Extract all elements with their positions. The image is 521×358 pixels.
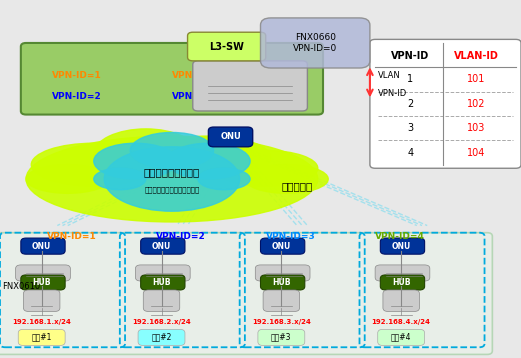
Ellipse shape bbox=[26, 136, 318, 222]
Text: フレッツ網: フレッツ網 bbox=[281, 181, 313, 191]
FancyBboxPatch shape bbox=[143, 290, 180, 311]
Text: VPN-ID=1: VPN-ID=1 bbox=[47, 232, 96, 241]
Ellipse shape bbox=[94, 129, 198, 179]
FancyBboxPatch shape bbox=[258, 329, 305, 345]
FancyBboxPatch shape bbox=[383, 290, 419, 311]
Ellipse shape bbox=[94, 143, 177, 179]
Text: VPN-ID=1: VPN-ID=1 bbox=[52, 71, 102, 80]
FancyBboxPatch shape bbox=[21, 275, 65, 290]
Text: VPN-ID: VPN-ID bbox=[378, 88, 407, 98]
Text: 4: 4 bbox=[407, 147, 413, 158]
Text: ONU: ONU bbox=[220, 132, 241, 141]
Text: 192.168.2.x/24: 192.168.2.x/24 bbox=[132, 319, 191, 325]
Text: HUB: HUB bbox=[152, 278, 171, 287]
Text: HUB: HUB bbox=[392, 278, 411, 287]
FancyBboxPatch shape bbox=[370, 39, 521, 168]
FancyBboxPatch shape bbox=[141, 275, 185, 290]
FancyBboxPatch shape bbox=[263, 290, 300, 311]
Ellipse shape bbox=[214, 150, 318, 186]
Text: FNX0660
VPN-ID=0: FNX0660 VPN-ID=0 bbox=[293, 33, 337, 53]
FancyBboxPatch shape bbox=[193, 61, 307, 111]
FancyBboxPatch shape bbox=[21, 238, 65, 254]
Ellipse shape bbox=[26, 165, 109, 193]
FancyBboxPatch shape bbox=[23, 290, 60, 311]
Text: ONU: ONU bbox=[272, 242, 291, 251]
FancyBboxPatch shape bbox=[0, 233, 492, 354]
Ellipse shape bbox=[104, 147, 240, 211]
FancyBboxPatch shape bbox=[378, 329, 425, 345]
Ellipse shape bbox=[94, 168, 146, 190]
FancyBboxPatch shape bbox=[255, 265, 310, 281]
Text: 192.168.1.x/24: 192.168.1.x/24 bbox=[12, 319, 71, 325]
FancyBboxPatch shape bbox=[16, 265, 70, 281]
FancyBboxPatch shape bbox=[141, 238, 185, 254]
Text: VPN-ID=4: VPN-ID=4 bbox=[375, 232, 425, 241]
FancyBboxPatch shape bbox=[260, 238, 305, 254]
Text: フレッツ・グループアクセス: フレッツ・グループアクセス bbox=[144, 187, 200, 193]
Text: 2: 2 bbox=[407, 99, 413, 109]
Text: ONU: ONU bbox=[152, 242, 171, 251]
Text: VPN-ID=2: VPN-ID=2 bbox=[52, 92, 102, 101]
Ellipse shape bbox=[146, 136, 271, 179]
Text: L3-SW: L3-SW bbox=[209, 42, 244, 52]
Text: 101: 101 bbox=[467, 74, 486, 84]
Text: VPN-ID=3: VPN-ID=3 bbox=[172, 71, 221, 80]
Text: FNX0610: FNX0610 bbox=[3, 282, 41, 291]
Text: 192.168.3.x/24: 192.168.3.x/24 bbox=[252, 319, 311, 325]
FancyBboxPatch shape bbox=[380, 275, 425, 290]
Text: HUB: HUB bbox=[32, 278, 51, 287]
Text: VLAN-ID: VLAN-ID bbox=[454, 51, 499, 61]
Text: HUB: HUB bbox=[272, 278, 291, 287]
FancyBboxPatch shape bbox=[135, 265, 190, 281]
Text: 拠点#4: 拠点#4 bbox=[391, 333, 412, 342]
FancyBboxPatch shape bbox=[18, 329, 65, 345]
Text: VPN-ID=4: VPN-ID=4 bbox=[172, 92, 222, 101]
Ellipse shape bbox=[245, 165, 328, 193]
Text: VPN-ID=2: VPN-ID=2 bbox=[156, 232, 206, 241]
Text: 103: 103 bbox=[467, 123, 486, 133]
Text: 拠点#2: 拠点#2 bbox=[151, 333, 172, 342]
Ellipse shape bbox=[130, 132, 214, 168]
Ellipse shape bbox=[198, 168, 250, 190]
Text: VPN-ID: VPN-ID bbox=[391, 51, 429, 61]
Text: 拠点#1: 拠点#1 bbox=[31, 333, 52, 342]
Text: 104: 104 bbox=[467, 147, 486, 158]
Text: ONU: ONU bbox=[392, 242, 411, 251]
FancyBboxPatch shape bbox=[260, 18, 370, 68]
Text: 1: 1 bbox=[407, 74, 413, 84]
FancyBboxPatch shape bbox=[260, 275, 305, 290]
Text: VPN-ID=3: VPN-ID=3 bbox=[266, 232, 315, 241]
FancyBboxPatch shape bbox=[380, 238, 425, 254]
Ellipse shape bbox=[167, 143, 250, 179]
Ellipse shape bbox=[31, 143, 156, 186]
Text: 3: 3 bbox=[407, 123, 413, 133]
Text: 192.168.4.x/24: 192.168.4.x/24 bbox=[371, 319, 431, 325]
FancyBboxPatch shape bbox=[138, 329, 185, 345]
Text: 102: 102 bbox=[467, 99, 486, 109]
FancyBboxPatch shape bbox=[21, 43, 323, 115]
FancyBboxPatch shape bbox=[208, 127, 253, 147]
Text: VLAN: VLAN bbox=[378, 71, 401, 80]
FancyBboxPatch shape bbox=[188, 32, 266, 61]
Text: 拠点#3: 拠点#3 bbox=[271, 333, 292, 342]
Text: フレッツ・グループ: フレッツ・グループ bbox=[144, 167, 200, 177]
Text: ONU: ONU bbox=[32, 242, 51, 251]
FancyBboxPatch shape bbox=[375, 265, 430, 281]
